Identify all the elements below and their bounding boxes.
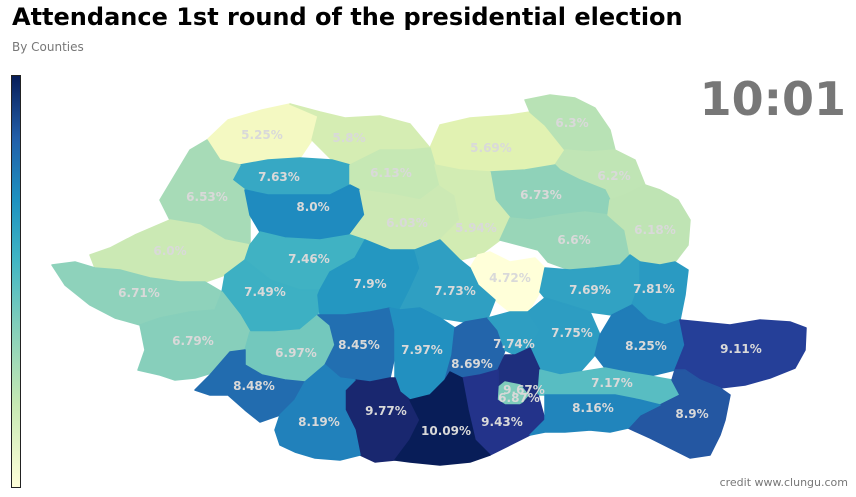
county-label: 9.43% [481, 415, 523, 429]
county-label: 6.73% [520, 188, 562, 202]
county-label: 6.53% [186, 190, 228, 204]
credit-text: credit www.clungu.com [719, 476, 848, 489]
county-label: 6.2% [597, 169, 630, 183]
county-label: 7.75% [551, 326, 593, 340]
county-label: 7.69% [569, 283, 611, 297]
county-label: 8.9% [675, 407, 708, 421]
county-label: 7.49% [244, 285, 286, 299]
county-label: 7.73% [434, 284, 476, 298]
page-title: Attendance 1st round of the presidential… [12, 3, 683, 31]
county-label: 6.3% [555, 116, 588, 130]
county-shape [607, 184, 691, 266]
county-label: 4.72% [489, 271, 531, 285]
county-labels: 5.25% 5.8% 5.69% 6.3% 6.2% 7.63% 6.13% 6… [118, 116, 762, 438]
county-label: 8.48% [233, 379, 275, 393]
county-label: 7.9% [353, 277, 386, 291]
page-subtitle: By Counties [12, 40, 84, 54]
county-label: 8.69% [451, 357, 493, 371]
county-shape [159, 139, 251, 246]
county-label: 10.09% [421, 424, 471, 438]
county-label: 5.94% [455, 221, 497, 235]
county-label: 6.0% [153, 244, 186, 258]
county-label: 7.81% [633, 282, 675, 296]
county-label: 9.77% [365, 404, 407, 418]
county-label: 6.03% [386, 216, 428, 230]
county-label: 8.45% [338, 338, 380, 352]
county-shape [524, 94, 616, 153]
county-label: 7.63% [258, 170, 300, 184]
county-label: 6.87% [498, 391, 540, 405]
county-shape [529, 394, 661, 436]
county-label: 5.25% [241, 128, 283, 142]
county-label: 6.71% [118, 286, 160, 300]
color-scale-legend [11, 75, 21, 488]
county-label: 7.17% [591, 376, 633, 390]
county-shape [627, 369, 731, 459]
county-label: 6.6% [557, 233, 590, 247]
county-label: 8.0% [296, 200, 329, 214]
county-label: 5.69% [470, 141, 512, 155]
county-label: 8.16% [572, 401, 614, 415]
county-label: 5.8% [332, 131, 365, 145]
county-label: 7.74% [493, 337, 535, 351]
county-label: 9.11% [720, 342, 762, 356]
county-label: 7.46% [288, 252, 330, 266]
county-shape [274, 364, 361, 461]
county-label: 9.67% [503, 383, 545, 397]
county-label: 8.25% [625, 339, 667, 353]
county-label: 7.97% [401, 343, 443, 357]
county-label: 8.19% [298, 415, 340, 429]
county-label: 6.79% [172, 334, 214, 348]
county-shape [527, 297, 601, 376]
county-label: 6.97% [275, 346, 317, 360]
time-display: 10:01 [699, 72, 846, 126]
county-label: 6.18% [634, 223, 676, 237]
county-shapes [51, 94, 807, 466]
county-label: 6.13% [370, 166, 412, 180]
county-shape [394, 371, 491, 466]
